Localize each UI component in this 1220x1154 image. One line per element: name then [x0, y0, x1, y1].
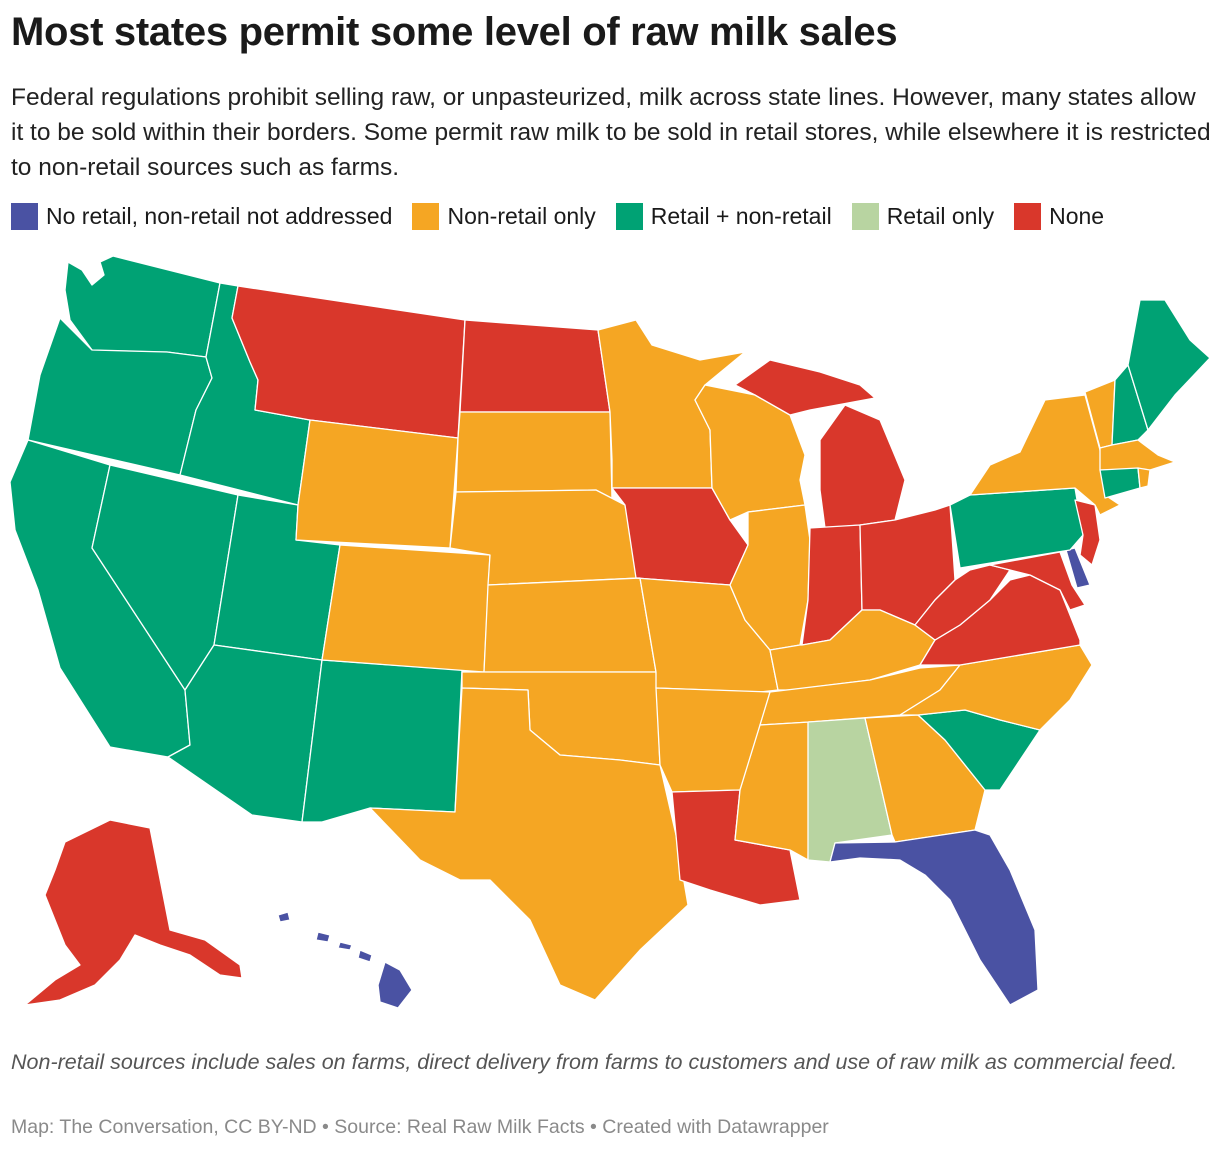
state-ND	[459, 319, 611, 413]
state-FL	[829, 829, 1039, 1006]
legend-label: Retail only	[886, 203, 995, 229]
legend-swatch	[615, 203, 643, 230]
legend-swatch	[11, 203, 38, 230]
legend-item-none: None	[1014, 203, 1104, 230]
state-SD	[455, 411, 613, 501]
state-ME	[1127, 299, 1211, 431]
legend-label: No retail, non-retail not addressed	[46, 203, 393, 229]
state-NH	[1111, 364, 1149, 446]
state-NC	[899, 644, 1093, 731]
legend: No retail, non-retail not addressed Non-r…	[11, 203, 1124, 230]
state-PA	[949, 487, 1084, 569]
legend-label: Retail + non-retail	[650, 203, 832, 229]
chart-source: Map: The Conversation, CC BY-ND • Source…	[11, 1116, 829, 1138]
state-TX	[369, 687, 689, 1001]
state-MD	[989, 551, 1086, 611]
legend-item-no-retail: No retail, non-retail not addressed	[11, 203, 392, 230]
state-WV	[914, 564, 1011, 641]
chart-subtitle: Federal regulations prohibit selling raw…	[11, 84, 1211, 181]
us-map	[9, 255, 1211, 1009]
state-CO	[321, 544, 491, 673]
legend-swatch	[1014, 203, 1042, 230]
state-HI-group	[277, 911, 413, 1009]
state-WY	[295, 419, 459, 549]
legend-item-non-retail: Non-retail only	[412, 203, 596, 230]
state-NM	[301, 659, 463, 823]
legend-swatch	[412, 203, 440, 230]
state-KS	[483, 577, 657, 673]
legend-item-retail-plus: Retail + non-retail	[615, 203, 832, 230]
legend-label: Non-retail only	[447, 203, 596, 229]
chart-notes: Non-retail sources include sales on farm…	[11, 1050, 1178, 1074]
legend-swatch	[851, 203, 879, 230]
state-AK	[24, 819, 243, 1006]
state-CT	[1099, 467, 1141, 499]
chart-title: Most states permit some level of raw mil…	[11, 10, 898, 54]
state-HI	[277, 911, 413, 1009]
state-RI	[1137, 467, 1151, 489]
legend-item-retail-only: Retail only	[851, 203, 995, 230]
state-WA	[64, 255, 221, 358]
legend-label: None	[1049, 203, 1105, 229]
